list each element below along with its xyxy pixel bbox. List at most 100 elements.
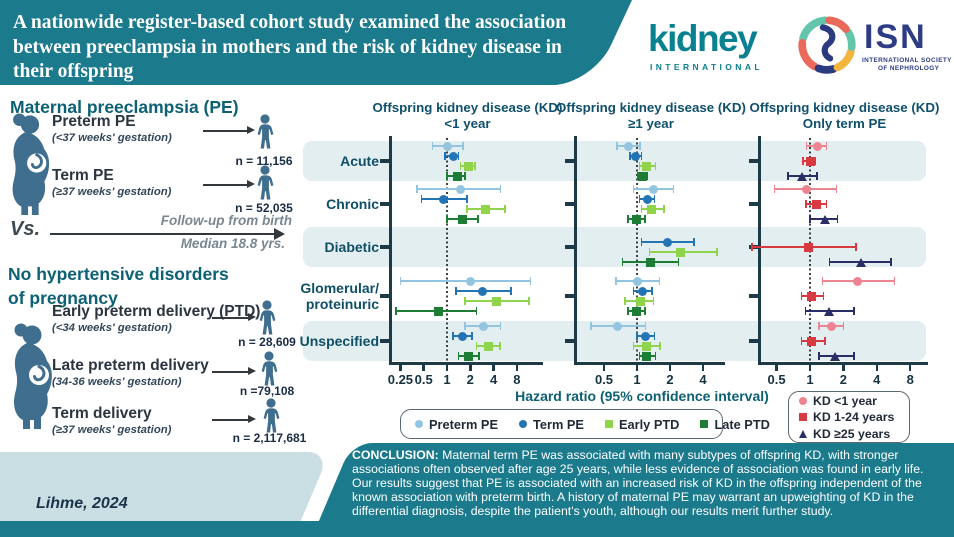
ci-cap: [653, 195, 656, 203]
category-label: Diabetic: [325, 239, 379, 255]
legend-label: Early PTD: [618, 416, 680, 432]
title-line-2: between preeclampsia in mothers and the …: [13, 36, 562, 58]
ci-cap: [640, 238, 643, 246]
x-tick: [908, 365, 912, 371]
ci-cap: [431, 142, 434, 150]
ci-cap: [590, 322, 592, 330]
x-axis: [389, 362, 543, 365]
ci-cap: [644, 215, 647, 223]
x-tick-label: 4: [873, 372, 881, 387]
ci-cap: [805, 200, 807, 208]
marker-square: [637, 171, 647, 181]
category-label-line: Chronic: [326, 196, 379, 212]
ci-cap: [465, 205, 468, 213]
x-tick: [635, 365, 639, 371]
x-axis: [758, 362, 928, 365]
x-tick: [445, 365, 449, 371]
legend-item: KD ≥25 years: [799, 427, 899, 441]
marker-square: [491, 296, 501, 306]
ci-cap: [632, 342, 635, 350]
ci-cap: [659, 342, 662, 350]
x-tick-label: 0.5: [767, 372, 786, 387]
marker-square: [642, 351, 652, 361]
ci-cap: [824, 337, 826, 345]
x-tick: [602, 365, 606, 371]
title-line-3: their offspring: [13, 61, 134, 82]
ci-cap: [638, 352, 641, 360]
follow-up-arrowhead-icon: [274, 228, 285, 240]
marker-square: [631, 214, 641, 224]
early-ptd-title: Early preterm delivery (PTD): [52, 303, 261, 320]
x-tick-label: 2: [466, 372, 474, 387]
row-band: [303, 141, 926, 181]
ci-cap: [853, 352, 855, 360]
x-tick-label: 1: [806, 372, 814, 387]
ci-cap: [853, 307, 855, 315]
preterm-pe-title: Preterm PE: [52, 113, 136, 130]
marker-circle: [640, 331, 650, 341]
plot-subtitle: Only term PE: [802, 116, 887, 131]
ci-cap: [499, 185, 502, 193]
ci-cap: [822, 292, 825, 300]
ci-cap: [455, 287, 457, 295]
x-tick: [422, 365, 425, 371]
ci-cap: [477, 215, 479, 223]
no-htn-heading-1: No hypertensive disorders: [8, 264, 229, 284]
ci-cap: [893, 277, 896, 285]
kd-1-24-marker-icon: [799, 413, 807, 421]
ci-cap: [457, 352, 460, 360]
x-tick: [875, 365, 879, 371]
ci-cap: [636, 332, 638, 340]
ci-cap: [648, 248, 651, 256]
ci-cap: [652, 297, 655, 305]
x-axis-label: Hazard ratio (95% confidence interval): [515, 388, 769, 404]
marker-circle: [631, 151, 641, 161]
ci-cap: [825, 200, 828, 208]
ci-cap: [457, 152, 460, 160]
arrowhead-icon: [248, 313, 256, 321]
arrow: [203, 184, 247, 186]
marker-square: [632, 306, 642, 316]
category-label-line: Unspecified: [299, 333, 379, 349]
y-axis: [758, 136, 761, 365]
legend-item: KD <1 year: [799, 394, 899, 408]
x-tick: [701, 365, 705, 371]
x-tick-label: 0.5: [414, 372, 433, 387]
y-tick: [749, 294, 759, 298]
ci-cap: [452, 332, 454, 340]
x-tick: [668, 365, 672, 371]
term-delivery-title: Term delivery: [52, 405, 152, 422]
marker-square: [433, 306, 443, 316]
ci-cap: [817, 322, 820, 330]
ci-cap: [627, 307, 629, 315]
ci-cap: [471, 332, 473, 340]
pregnant-woman-icon: [13, 323, 52, 429]
ci-cap: [459, 162, 462, 170]
ci-cap: [444, 152, 447, 160]
marker-circle: [442, 141, 452, 151]
ci-cap: [654, 352, 657, 360]
ci-cap: [639, 142, 641, 150]
plot-title: Offspring kidney disease (KD): [556, 100, 746, 115]
ci-cap: [835, 185, 838, 193]
plot-subtitle: <1 year: [444, 116, 491, 131]
y-tick: [565, 159, 575, 163]
marker-square: [676, 247, 686, 257]
y-tick: [380, 339, 390, 343]
ci-cap: [399, 277, 402, 285]
arrowhead-icon: [247, 180, 255, 188]
y-tick: [565, 294, 575, 298]
ci-cap: [510, 287, 512, 295]
legend-label: KD ≥25 years: [813, 426, 891, 441]
marker-circle: [456, 184, 466, 194]
y-axis: [389, 136, 392, 365]
x-tick: [515, 365, 519, 371]
ci-cap: [474, 162, 476, 170]
ci-cap: [464, 322, 466, 330]
ci-line: [751, 246, 857, 248]
marker-circle: [438, 194, 448, 204]
early-ptd-n: n = 28,609: [238, 335, 296, 349]
ci-cap: [672, 185, 675, 193]
